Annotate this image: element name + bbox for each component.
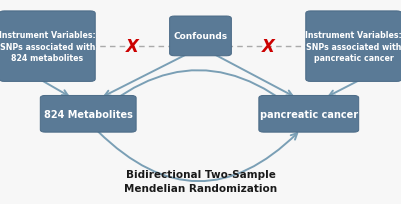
FancyBboxPatch shape bbox=[0, 12, 95, 82]
FancyBboxPatch shape bbox=[306, 12, 401, 82]
Text: Confounds: Confounds bbox=[174, 32, 227, 41]
Text: pancreatic cancer: pancreatic cancer bbox=[260, 109, 358, 119]
FancyBboxPatch shape bbox=[40, 96, 136, 133]
Text: X: X bbox=[262, 38, 275, 56]
Text: 824 Metabolites: 824 Metabolites bbox=[44, 109, 133, 119]
Text: Instrument Variables:
SNPs associated with
pancreatic cancer: Instrument Variables: SNPs associated wi… bbox=[305, 31, 401, 63]
FancyBboxPatch shape bbox=[170, 17, 231, 57]
FancyBboxPatch shape bbox=[259, 96, 358, 133]
Text: X: X bbox=[126, 38, 139, 56]
Text: Bidirectional Two-Sample
Mendelian Randomization: Bidirectional Two-Sample Mendelian Rando… bbox=[124, 170, 277, 194]
Text: Instrument Variables:
SNPs associated with
824 metabolites: Instrument Variables: SNPs associated wi… bbox=[0, 31, 96, 63]
